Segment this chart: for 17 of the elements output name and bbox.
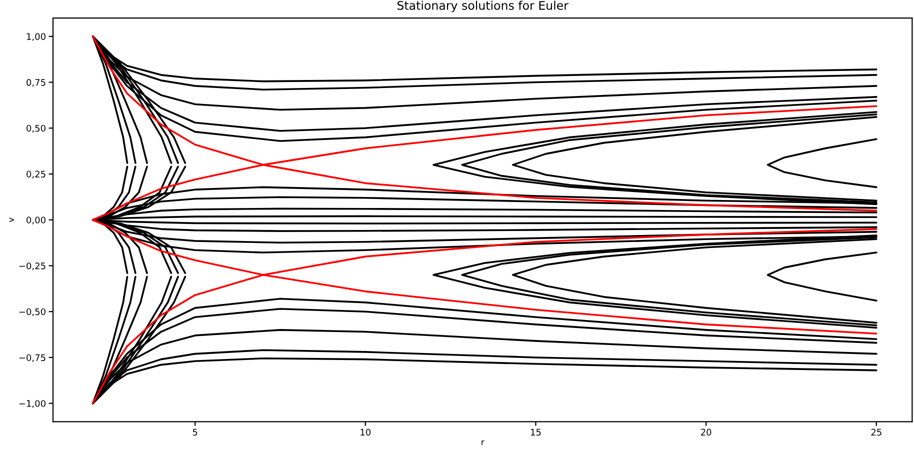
x-tick-label: 20 <box>700 428 712 436</box>
x-axis-title: r <box>482 440 484 446</box>
y-tick-label: −1,00 <box>19 400 46 408</box>
y-tick-label: −0,50 <box>19 308 46 316</box>
chart-title: Stationary solutions for Euler <box>397 0 568 12</box>
y-tick-label: 0,50 <box>26 124 46 133</box>
y-axis-title: v <box>9 218 14 222</box>
y-tick-label: 0,75 <box>26 78 46 87</box>
y-tick-label: 0,00 <box>26 216 46 224</box>
x-tick-label: 5 <box>192 428 198 436</box>
y-tick-label: −0,25 <box>19 262 46 270</box>
x-tick-label: 25 <box>871 428 882 436</box>
x-tick-label: 15 <box>530 428 541 436</box>
y-tick-label: 1,00 <box>26 33 46 41</box>
y-tick-label: 0,25 <box>26 170 46 178</box>
x-tick-label: 10 <box>360 428 371 436</box>
y-tick-label: −0,75 <box>19 354 46 362</box>
